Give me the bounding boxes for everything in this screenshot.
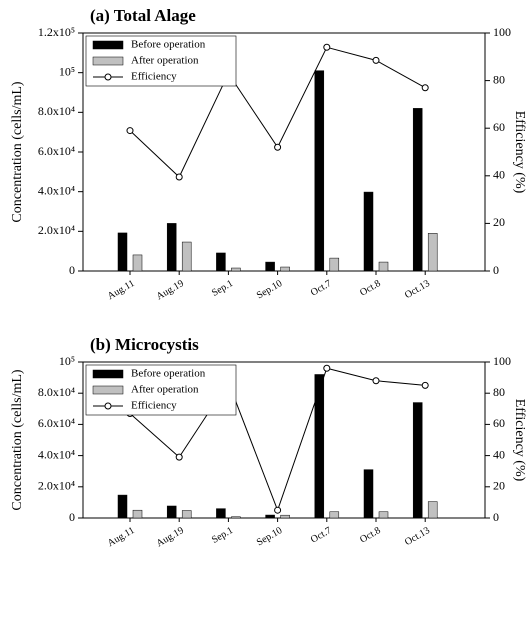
- bar: [329, 511, 340, 519]
- efficiency-point: [175, 453, 183, 461]
- x-tick-label: Sep.10: [255, 525, 284, 548]
- y2-tick-label: 0: [493, 510, 499, 524]
- bar: [427, 501, 438, 519]
- y-tick-label: 8.0x10⁴: [38, 104, 75, 118]
- x-tick-label: Aug.11: [106, 278, 137, 302]
- y-tick-label: 4.0x10⁴: [38, 183, 75, 197]
- y-tick-label: 10⁵: [59, 64, 75, 78]
- y2-tick-label: 40: [493, 168, 505, 182]
- y-tick-label: 6.0x10⁴: [38, 416, 75, 430]
- bar: [117, 494, 128, 519]
- y-tick-label: 6.0x10⁴: [38, 144, 75, 158]
- y2-tick-label: 0: [493, 263, 499, 277]
- bar: [231, 516, 241, 519]
- legend-swatch: [92, 385, 124, 395]
- bar: [166, 223, 177, 272]
- y2-axis-label: Efficiency (%): [512, 111, 527, 194]
- y-axis-label: Concentration (cells/mL): [10, 81, 25, 222]
- y-tick-label: 1.2x10⁵: [38, 25, 75, 39]
- x-tick-label: Aug.11: [106, 525, 137, 549]
- y2-tick-label: 60: [493, 416, 505, 430]
- x-tick-label: Oct.13: [403, 278, 432, 301]
- y-tick-label: 0: [69, 510, 75, 524]
- y-tick-label: 10⁵: [59, 354, 75, 368]
- y-tick-label: 0: [69, 263, 75, 277]
- y2-tick-label: 20: [493, 215, 505, 229]
- efficiency-point: [323, 43, 331, 51]
- bar: [314, 374, 325, 519]
- bar: [265, 514, 275, 519]
- x-tick-label: Oct.13: [403, 525, 432, 548]
- legend-label: Before operation: [131, 368, 206, 380]
- y-tick-label: 8.0x10⁴: [38, 385, 75, 399]
- bar: [181, 241, 192, 272]
- y2-tick-label: 80: [493, 385, 505, 399]
- legend-label: Efficiency: [131, 400, 177, 412]
- bar: [412, 402, 423, 519]
- efficiency-point: [274, 143, 282, 151]
- bar: [280, 514, 290, 519]
- efficiency-point: [372, 56, 380, 64]
- bar: [378, 511, 389, 519]
- x-tick-label: Sep.1: [210, 278, 235, 299]
- y-axis-label: Concentration (cells/mL): [10, 369, 25, 510]
- x-tick-label: Aug.19: [155, 525, 186, 549]
- x-tick-label: Oct.8: [358, 525, 383, 546]
- y2-tick-label: 100: [493, 354, 511, 368]
- bar: [132, 509, 143, 519]
- x-tick-label: Oct.7: [309, 525, 334, 546]
- legend-label: After operation: [131, 55, 199, 67]
- bar: [265, 261, 275, 272]
- y2-tick-label: 20: [493, 479, 505, 493]
- efficiency-point: [274, 506, 282, 514]
- bar: [412, 108, 423, 272]
- bar: [181, 510, 192, 519]
- x-tick-label: Aug.19: [155, 278, 186, 302]
- legend-swatch: [92, 56, 124, 66]
- efficiency-point: [421, 84, 429, 92]
- bar: [166, 505, 177, 519]
- legend-swatch: [92, 369, 124, 379]
- bar: [363, 469, 374, 519]
- y2-tick-label: 80: [493, 72, 505, 86]
- chart-title: (b) Microcystis: [90, 335, 199, 354]
- y-tick-label: 2.0x10⁴: [38, 479, 75, 493]
- x-tick-label: Oct.8: [358, 278, 383, 299]
- bar: [216, 508, 226, 519]
- bar: [231, 267, 241, 272]
- y-tick-label: 4.0x10⁴: [38, 447, 75, 461]
- bar: [216, 252, 226, 272]
- chart-title: (a) Total Alage: [90, 6, 196, 25]
- y2-tick-label: 100: [493, 25, 511, 39]
- y2-tick-label: 60: [493, 120, 505, 134]
- bar: [363, 191, 374, 272]
- efficiency-point: [323, 364, 331, 372]
- x-tick-label: Sep.1: [210, 525, 235, 546]
- efficiency-point: [421, 381, 429, 389]
- y-tick-label: 2.0x10⁴: [38, 223, 75, 237]
- bar: [117, 232, 128, 272]
- bar: [314, 70, 325, 272]
- legend-label: After operation: [131, 384, 199, 396]
- legend-marker: [104, 73, 112, 81]
- bar: [329, 257, 340, 272]
- bar: [132, 254, 143, 272]
- bar: [378, 261, 389, 272]
- y2-tick-label: 40: [493, 447, 505, 461]
- x-tick-label: Sep.10: [255, 278, 284, 301]
- y2-axis-label: Efficiency (%): [512, 399, 527, 482]
- x-tick-label: Oct.7: [309, 278, 334, 299]
- efficiency-point: [126, 127, 134, 135]
- legend-swatch: [92, 40, 124, 50]
- legend-label: Before operation: [131, 39, 206, 51]
- efficiency-point: [175, 173, 183, 181]
- efficiency-point: [372, 377, 380, 385]
- bar: [427, 233, 438, 272]
- bar: [280, 266, 290, 272]
- legend-marker: [104, 402, 112, 410]
- legend-label: Efficiency: [131, 71, 177, 83]
